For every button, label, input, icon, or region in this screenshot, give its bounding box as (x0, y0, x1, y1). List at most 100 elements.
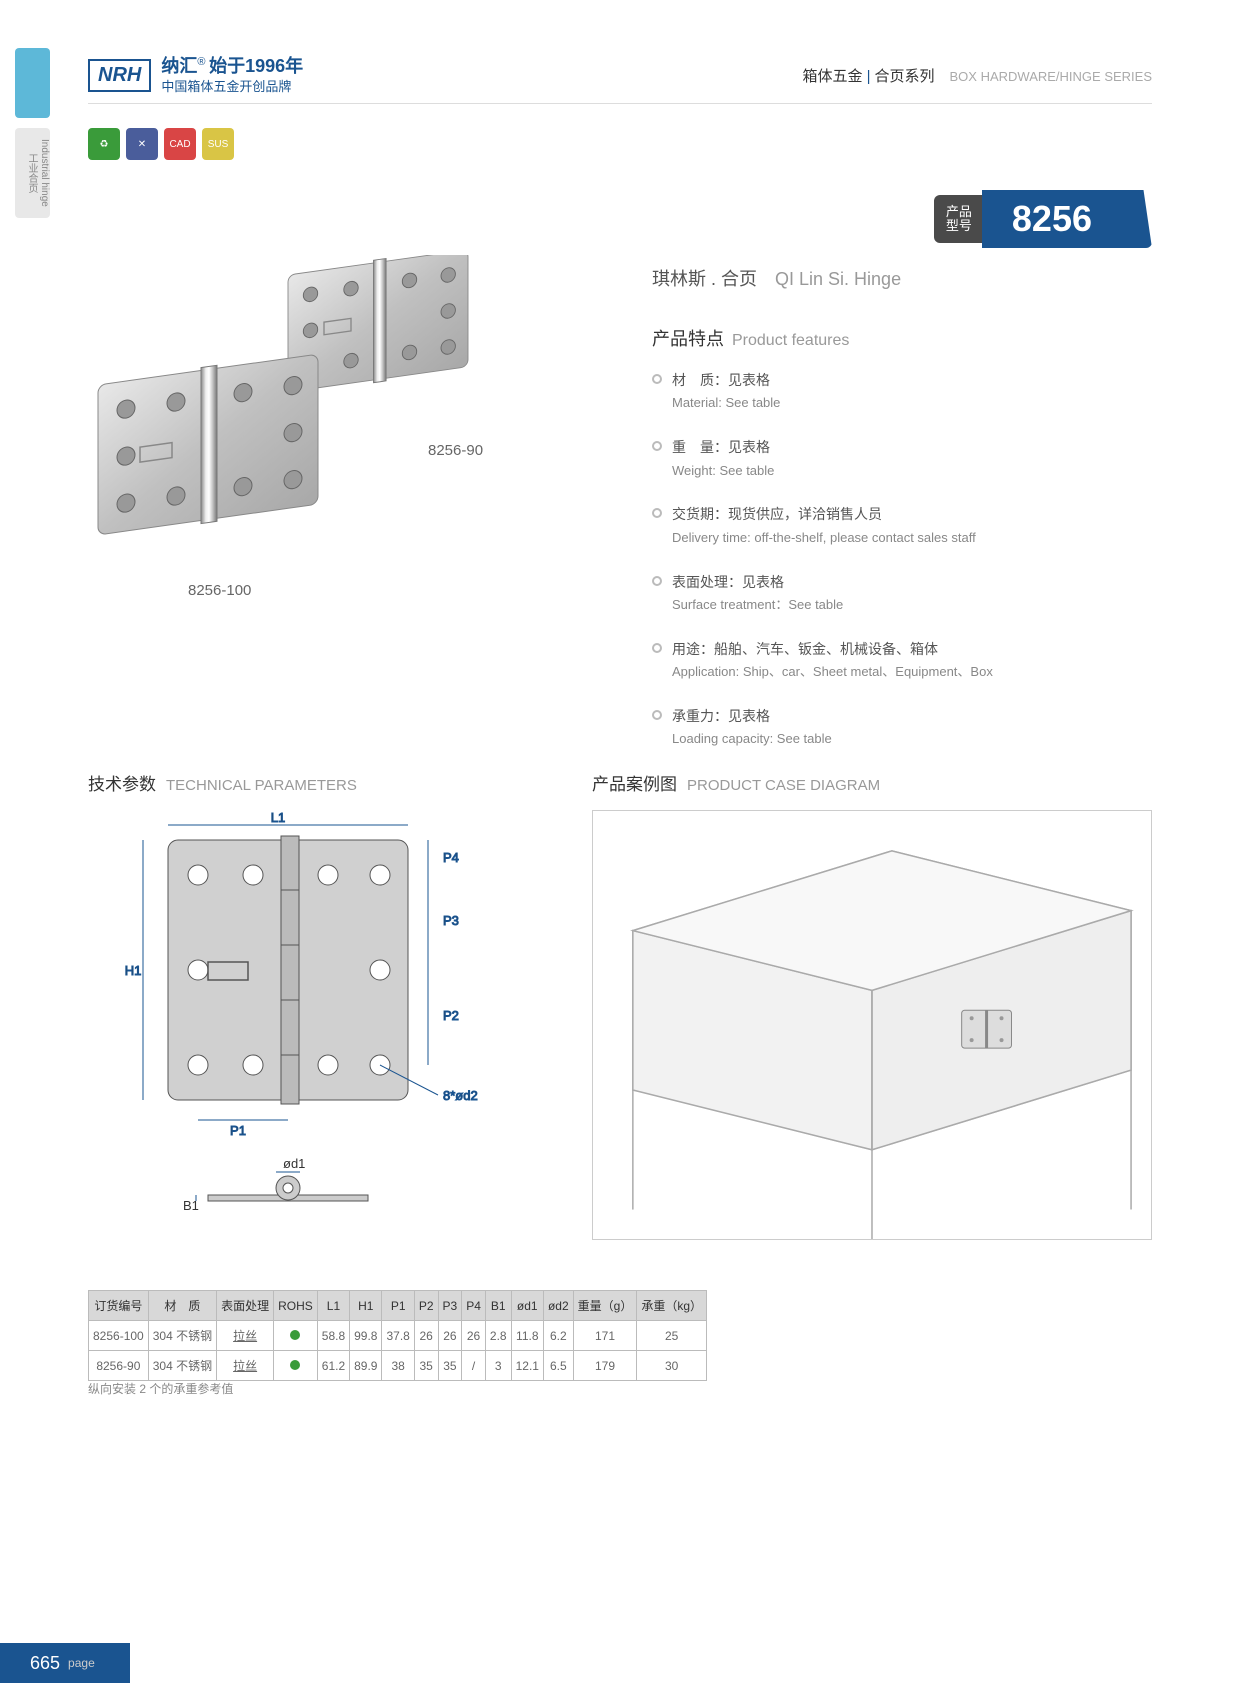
feature-item: 用途：船舶、汽车、钣金、机械设备、箱体Application: Ship、car… (652, 638, 1152, 683)
svg-text:8256-90: 8256-90 (428, 442, 483, 459)
svg-text:L1: L1 (271, 810, 285, 825)
table-row: 8256-100304 不锈钢拉丝58.899.837.82626262.811… (89, 1321, 707, 1351)
features-title: 产品特点Product features (652, 325, 1152, 351)
table-cell: 11.8 (511, 1321, 543, 1351)
table-cell: 179 (573, 1351, 637, 1381)
table-cell: 26 (414, 1321, 438, 1351)
table-cell: 304 不锈钢 (148, 1351, 216, 1381)
bullet-icon (652, 441, 662, 451)
product-model-badge: 产品 型号 8256 (934, 190, 1152, 248)
table-cell: 8256-100 (89, 1321, 149, 1351)
rohs-indicator (290, 1360, 300, 1370)
svg-text:ød1: ød1 (283, 1156, 305, 1171)
feature-item: 材 质：见表格Material: See table (652, 369, 1152, 414)
svg-text:P2: P2 (443, 1008, 459, 1023)
svg-text:P3: P3 (443, 913, 459, 928)
table-cell: / (462, 1351, 486, 1381)
cad-icon: CAD (164, 128, 196, 160)
svg-text:8256-100: 8256-100 (188, 582, 251, 599)
svg-text:8*ød2: 8*ød2 (443, 1088, 478, 1103)
table-cell: 6.5 (543, 1351, 573, 1381)
spec-table: 订货编号材 质表面处理ROHSL1H1P1P2P3P4B1ød1ød2重量（g）… (88, 1290, 707, 1381)
feature-item: 交货期：现货供应，详洽销售人员Delivery time: off-the-sh… (652, 503, 1152, 548)
model-number: 8256 (982, 190, 1152, 248)
svg-text:P4: P4 (443, 850, 459, 865)
svg-text:B1: B1 (183, 1198, 199, 1213)
product-images: 8256-90 8256-100 (88, 255, 518, 605)
feature-text: 表面处理：见表格Surface treatment：See table (672, 571, 843, 616)
table-cell: 304 不锈钢 (148, 1321, 216, 1351)
table-row: 8256-90304 不锈钢拉丝61.289.9383535/312.16.51… (89, 1351, 707, 1381)
table-header: B1 (485, 1291, 511, 1321)
table-cell: 26 (438, 1321, 462, 1351)
table-header: P4 (462, 1291, 486, 1321)
table-cell (274, 1321, 318, 1351)
logo-mark: NRH (88, 59, 151, 92)
table-cell: 25 (637, 1321, 707, 1351)
svg-text:P1: P1 (230, 1123, 246, 1138)
table-cell: 6.2 (543, 1321, 573, 1351)
table-cell: 拉丝 (217, 1351, 274, 1381)
sidebar-tab-label: Industrial hinge 工业合页 (15, 128, 50, 218)
logo-text: 纳汇® 始于1996年 中国箱体五金开创品牌 (161, 55, 303, 95)
table-header: P3 (438, 1291, 462, 1321)
table-header: 订货编号 (89, 1291, 149, 1321)
technical-drawing: L1 H1 P4 P3 P2 P1 8*ød2 ød1 B1 (88, 810, 568, 1265)
sidebar-tab-active (15, 48, 50, 118)
table-cell: 12.1 (511, 1351, 543, 1381)
certification-icons: ♻ ✕ CAD SUS (88, 128, 234, 160)
table-header: 表面处理 (217, 1291, 274, 1321)
table-cell: 8256-90 (89, 1351, 149, 1381)
feature-item: 承重力：见表格Loading capacity: See table (652, 705, 1152, 750)
case-box-illustration (593, 811, 1151, 1239)
logo-area: NRH 纳汇® 始于1996年 中国箱体五金开创品牌 (88, 55, 303, 95)
bullet-icon (652, 374, 662, 384)
bullet-icon (652, 508, 662, 518)
table-header: 材 质 (148, 1291, 216, 1321)
dimension-drawing: L1 H1 P4 P3 P2 P1 8*ød2 ød1 B1 (88, 810, 568, 1260)
bullet-icon (652, 710, 662, 720)
feature-item: 重 量：见表格Weight: See table (652, 436, 1152, 481)
table-cell: 38 (382, 1351, 414, 1381)
table-cell: 37.8 (382, 1321, 414, 1351)
table-cell: 30 (637, 1351, 707, 1381)
feature-text: 重 量：见表格Weight: See table (672, 436, 774, 481)
eco-icon: ♻ (88, 128, 120, 160)
table-cell: 58.8 (317, 1321, 349, 1351)
table-note: 纵向安装 2 个的承重参考值 (88, 1380, 233, 1397)
rohs-indicator (290, 1330, 300, 1340)
table-header: H1 (350, 1291, 382, 1321)
table-cell: 35 (414, 1351, 438, 1381)
hinge-illustration: 8256-90 8256-100 (88, 255, 518, 605)
table-cell: 89.9 (350, 1351, 382, 1381)
bullet-icon (652, 643, 662, 653)
feature-text: 材 质：见表格Material: See table (672, 369, 780, 414)
table-header: ød2 (543, 1291, 573, 1321)
feature-text: 用途：船舶、汽车、钣金、机械设备、箱体Application: Ship、car… (672, 638, 993, 683)
header-category: 箱体五金|合页系列 BOX HARDWARE/HINGE SERIES (803, 65, 1152, 86)
table-header: ROHS (274, 1291, 318, 1321)
table-cell: 2.8 (485, 1321, 511, 1351)
table-cell: 3 (485, 1351, 511, 1381)
table-cell: 61.2 (317, 1351, 349, 1381)
table-header: P2 (414, 1291, 438, 1321)
table-header: L1 (317, 1291, 349, 1321)
table-cell: 拉丝 (217, 1321, 274, 1351)
feature-item: 表面处理：见表格Surface treatment：See table (652, 571, 1152, 616)
tools-icon: ✕ (126, 128, 158, 160)
table-header: ød1 (511, 1291, 543, 1321)
table-cell: 99.8 (350, 1321, 382, 1351)
table-cell: 171 (573, 1321, 637, 1351)
table-header: 承重（kg） (637, 1291, 707, 1321)
table-header: P1 (382, 1291, 414, 1321)
bullet-icon (652, 576, 662, 586)
table-cell (274, 1351, 318, 1381)
badge-label: 产品 型号 (934, 195, 984, 244)
svg-text:H1: H1 (125, 963, 142, 978)
technical-section: 技术参数TECHNICAL PARAMETERS 产品案例图PRODUCT CA… (88, 770, 1152, 815)
feature-text: 承重力：见表格Loading capacity: See table (672, 705, 832, 750)
product-name: 琪林斯 . 合页 QI Lin Si. Hinge (652, 265, 1152, 291)
page-number: 665page (0, 1643, 130, 1683)
table-cell: 35 (438, 1351, 462, 1381)
sus-icon: SUS (202, 128, 234, 160)
